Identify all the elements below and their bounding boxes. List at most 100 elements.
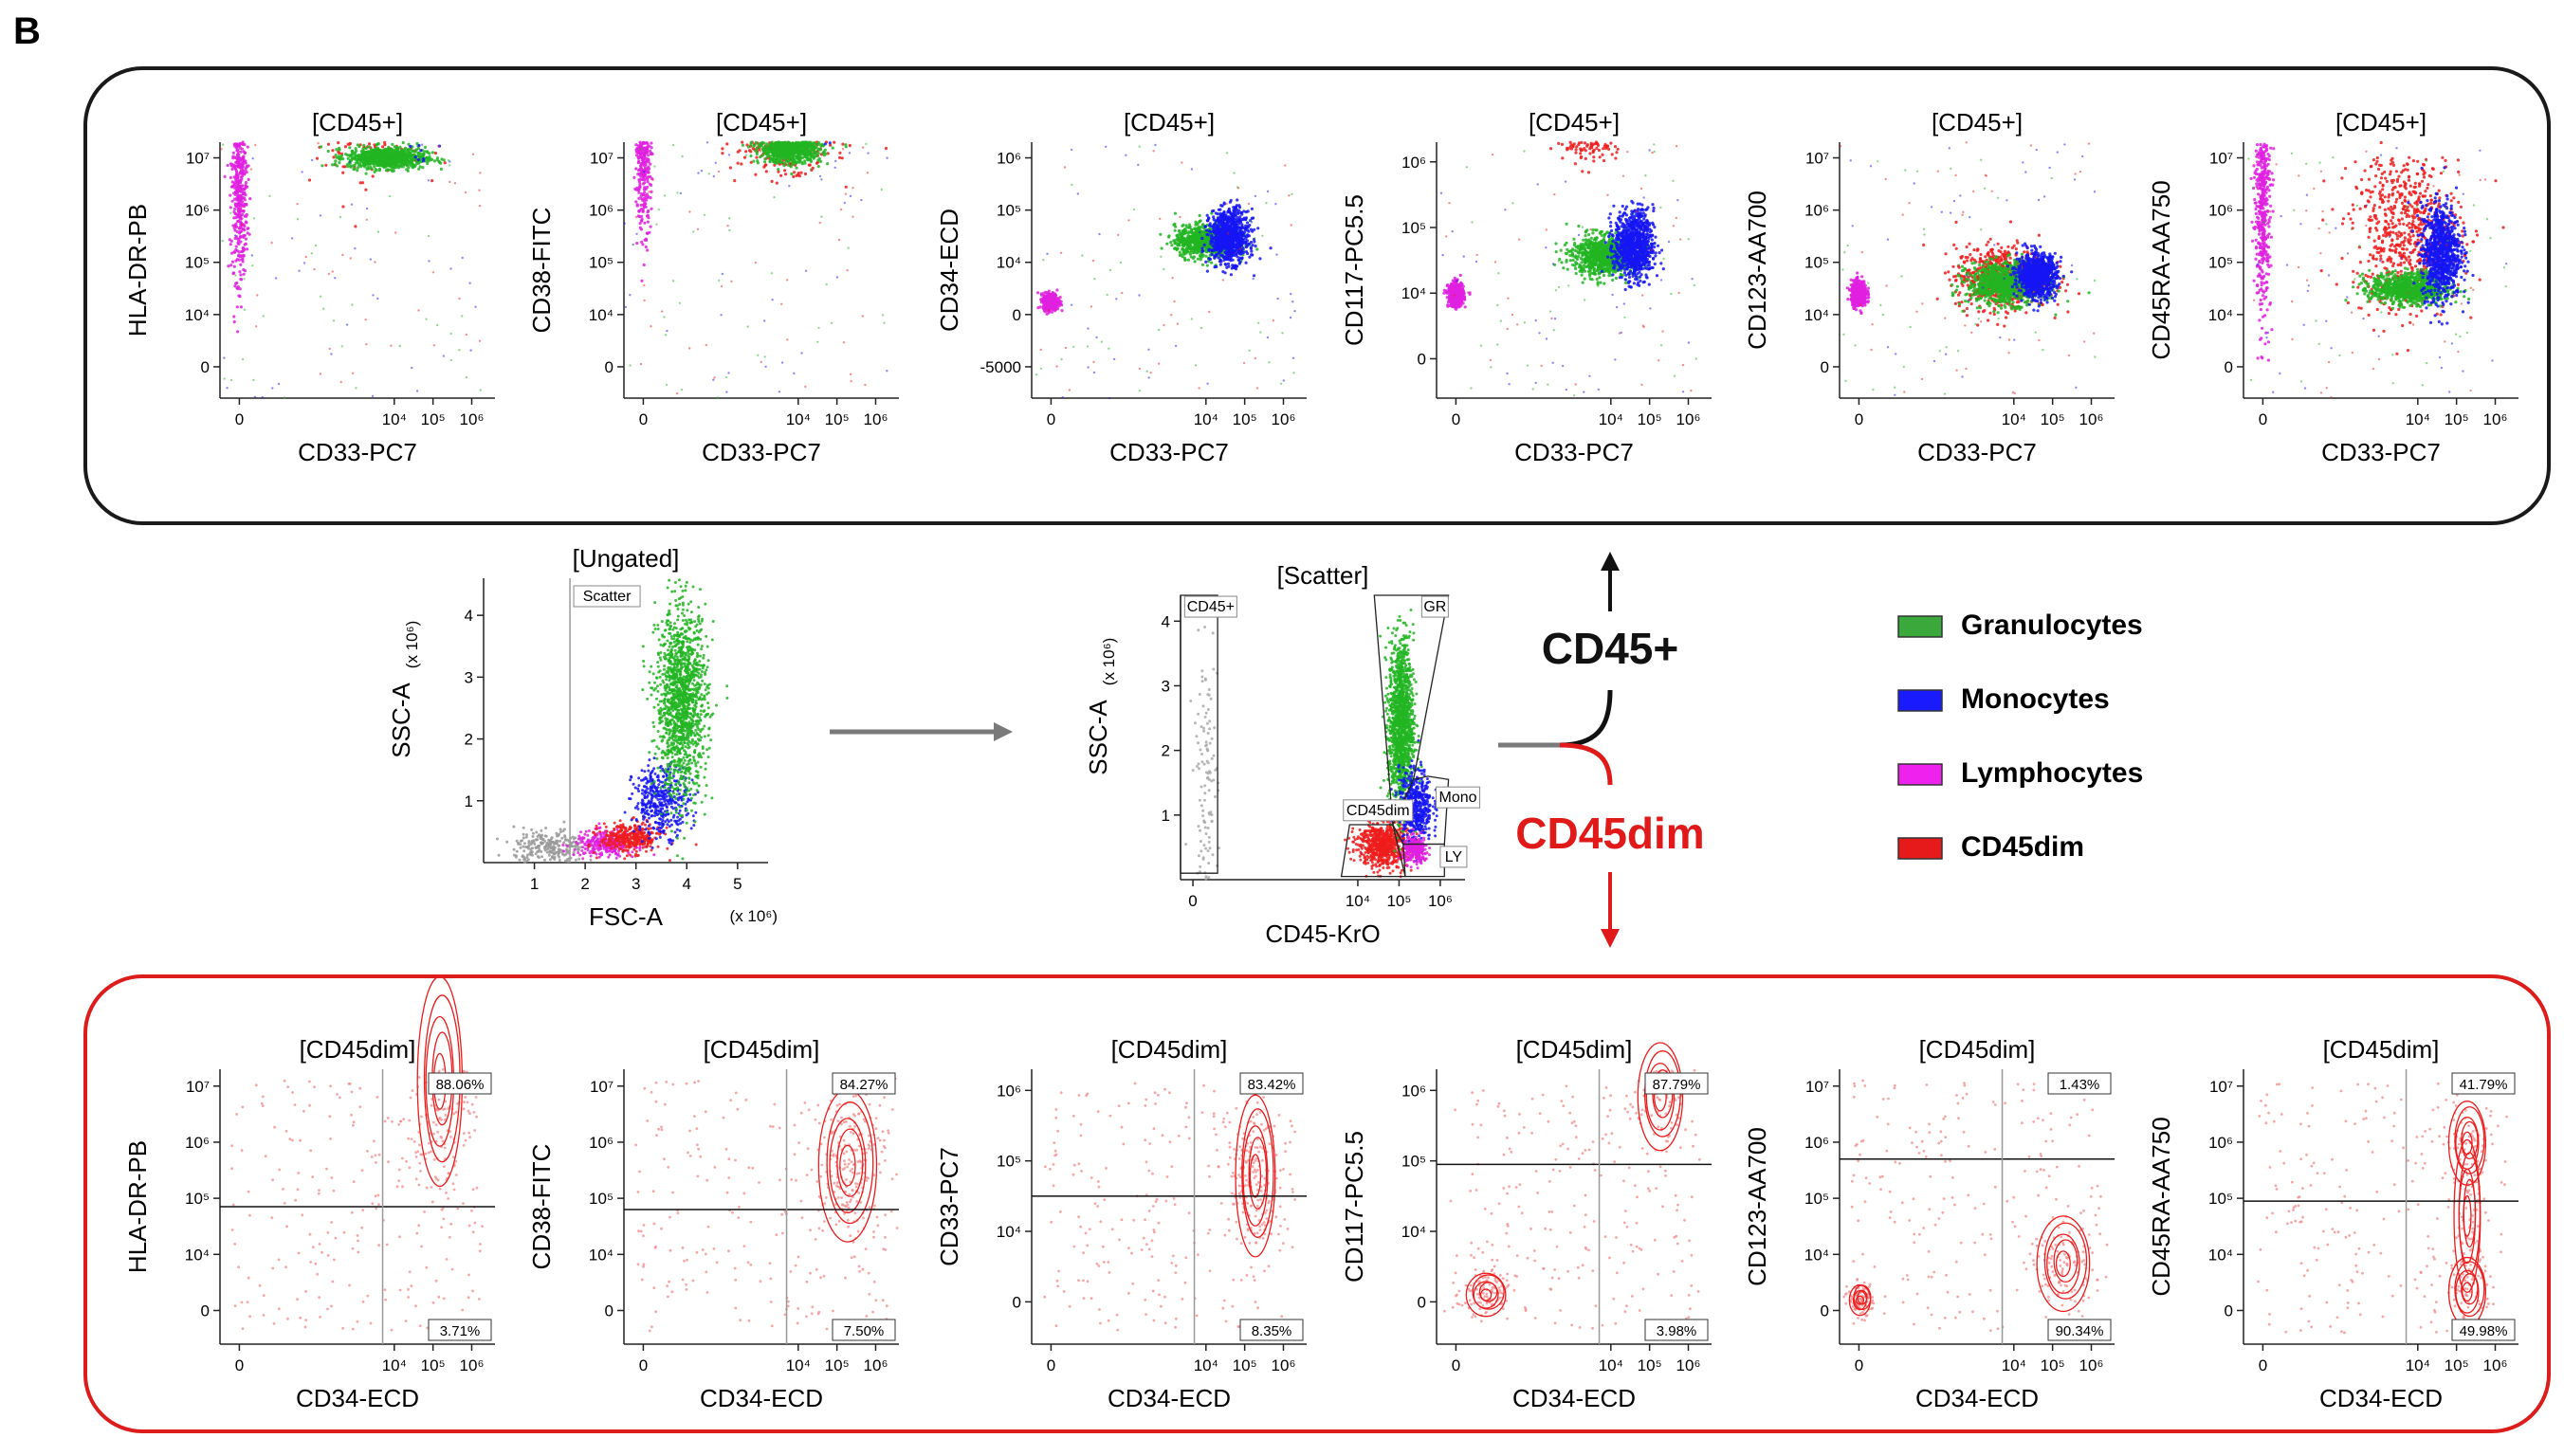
data-point	[1210, 261, 1214, 264]
data-point	[804, 269, 808, 272]
x-tick-label: 10⁴	[786, 410, 811, 428]
data-point	[650, 146, 653, 150]
data-point	[244, 237, 248, 241]
data-point	[778, 155, 781, 158]
data-point	[1181, 244, 1185, 247]
data-point	[724, 375, 728, 379]
data-point	[1212, 223, 1216, 227]
data-point	[253, 395, 257, 398]
data-point	[478, 205, 482, 208]
data-point	[1228, 224, 1232, 228]
data-point	[239, 234, 243, 239]
data-point	[394, 166, 398, 170]
data-point	[756, 159, 760, 163]
data-point	[234, 259, 238, 263]
data-point	[848, 143, 852, 148]
data-point	[1251, 229, 1255, 233]
data-point	[449, 180, 451, 184]
data-point	[1242, 216, 1246, 220]
data-point	[234, 247, 238, 252]
data-point	[271, 387, 274, 390]
data-point	[1252, 274, 1256, 278]
data-point	[223, 356, 226, 359]
data-point	[237, 294, 241, 298]
data-point	[1203, 225, 1207, 228]
data-point	[341, 171, 345, 174]
data-point	[666, 329, 668, 333]
data-point	[243, 151, 247, 155]
data-point	[351, 303, 354, 306]
data-point	[880, 188, 883, 191]
data-point	[356, 169, 359, 173]
data-point	[354, 225, 357, 228]
data-point	[753, 143, 757, 147]
data-point	[780, 302, 783, 305]
data-point	[736, 161, 740, 165]
data-point	[244, 193, 247, 197]
data-point	[788, 185, 791, 188]
data-point	[763, 355, 766, 358]
data-point	[427, 234, 430, 238]
data-point	[636, 169, 641, 173]
data-point	[835, 276, 839, 279]
data-point	[843, 201, 846, 205]
data-point	[405, 154, 409, 157]
data-point	[364, 172, 368, 175]
data-point	[1218, 253, 1222, 257]
data-point	[365, 207, 369, 210]
data-point	[413, 155, 417, 159]
data-point	[818, 221, 821, 225]
data-point	[324, 163, 328, 167]
data-point	[370, 151, 374, 155]
data-point	[808, 148, 813, 152]
data-point	[1208, 257, 1212, 262]
data-point	[373, 170, 376, 173]
data-point	[641, 209, 645, 213]
data-point	[809, 155, 813, 158]
data-point	[401, 140, 405, 145]
data-point	[651, 178, 654, 181]
data-point	[246, 247, 249, 251]
data-point	[770, 141, 774, 146]
data-point	[795, 166, 798, 170]
data-point	[779, 141, 783, 145]
y-tick-label: 0	[1013, 306, 1021, 324]
data-point	[757, 354, 760, 356]
data-point	[772, 144, 776, 148]
data-point	[633, 187, 637, 191]
data-point	[449, 160, 451, 163]
data-point	[231, 272, 235, 276]
data-point	[417, 309, 420, 312]
data-point	[233, 155, 237, 159]
data-point	[740, 162, 743, 166]
data-point	[803, 172, 808, 176]
data-point	[242, 159, 246, 163]
x-tick-label: 10⁶	[864, 410, 888, 428]
data-point	[471, 153, 475, 155]
data-point	[650, 207, 653, 210]
data-point	[233, 176, 237, 180]
data-point	[479, 389, 482, 391]
data-point	[367, 145, 371, 149]
data-point	[1051, 291, 1055, 295]
data-point	[1196, 228, 1200, 232]
data-point	[360, 181, 365, 185]
data-point	[232, 315, 236, 318]
data-point	[403, 147, 407, 151]
data-point	[1249, 240, 1254, 245]
data-point	[650, 325, 652, 328]
data-point	[671, 280, 675, 282]
data-point	[461, 315, 464, 318]
data-point	[425, 155, 429, 159]
data-point	[643, 171, 646, 173]
x-tick-label: 10⁴	[382, 410, 407, 428]
data-point	[436, 323, 439, 327]
data-point	[697, 172, 700, 174]
data-point	[442, 355, 446, 357]
data-point	[784, 173, 788, 176]
data-point	[307, 178, 312, 182]
data-point	[780, 361, 784, 364]
data-point	[1236, 219, 1240, 223]
data-point	[372, 294, 375, 297]
data-point	[361, 150, 365, 154]
